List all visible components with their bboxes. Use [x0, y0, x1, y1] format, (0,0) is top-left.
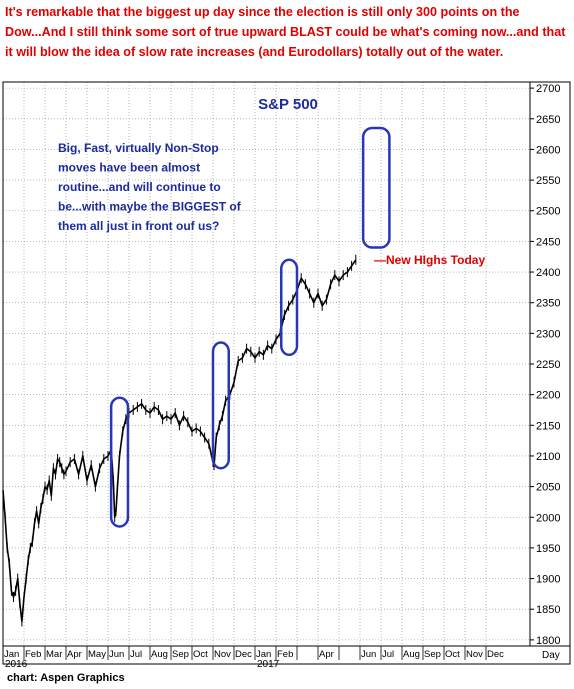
- x-month-label: Mar: [46, 649, 62, 660]
- chart-title: S&P 500: [258, 96, 318, 113]
- commentary-line: them all just in front ouf us?: [58, 219, 219, 233]
- x-year-label: 2017: [257, 659, 280, 670]
- x-month-label: Aug: [403, 649, 420, 660]
- x-month-label: Feb: [277, 649, 293, 660]
- y-tick-label: 2450: [536, 236, 560, 248]
- y-tick-label: 2500: [536, 206, 560, 218]
- x-month-label: Jun: [109, 649, 124, 660]
- y-tick-label: 1950: [536, 543, 560, 555]
- highlight-box: [280, 258, 299, 357]
- x-month-label: Jun: [361, 649, 376, 660]
- y-tick-label: 2650: [536, 114, 560, 126]
- y-tick-label: 2150: [536, 420, 560, 432]
- x-month-label: Oct: [193, 649, 208, 660]
- price-series: [2, 254, 357, 627]
- x-month-label: Aug: [151, 649, 168, 660]
- x-month-label: Jan: [4, 649, 19, 660]
- x-month-label: May: [88, 649, 106, 660]
- x-month-label: Jul: [382, 649, 394, 660]
- chart-credit: chart: Aspen Graphics: [7, 672, 125, 684]
- y-tick-label: 2200: [536, 390, 560, 402]
- highlight-box: [211, 341, 230, 470]
- x-month-label: Nov: [466, 649, 483, 660]
- x-axis-ticks: Jan Feb Mar Apr May Jun Jul Aug Sep Oct Nov Dec Jan F…: [2, 646, 504, 670]
- new-highs-callout: —New HIghs Today: [374, 253, 485, 267]
- y-tick-label: 2300: [536, 328, 560, 340]
- y-tick-label: 2250: [536, 359, 560, 371]
- x-month-label: Oct: [445, 649, 460, 660]
- x-month-label: Dec: [487, 649, 504, 660]
- y-tick-label: 1850: [536, 604, 560, 616]
- y-tick-label: 1900: [536, 574, 560, 586]
- commentary-note: Big, Fast, virtually Non-Stop moves have …: [58, 141, 485, 267]
- y-tick-label: 1800: [536, 635, 560, 647]
- x-month-label: Sep: [172, 649, 189, 660]
- plot-frame: [2, 81, 571, 665]
- commentary-line: routine...and will continue to: [58, 180, 221, 194]
- x-month-label: Feb: [25, 649, 41, 660]
- x-month-label: Nov: [214, 649, 231, 660]
- y-axis-ticks: 1800 1850 1900 1950 2000 2050 2100 2150 2200 2250…: [530, 83, 560, 647]
- price-line: [2, 259, 357, 623]
- x-month-label: Apr: [319, 649, 334, 660]
- x-month-label: Jan: [256, 649, 271, 660]
- x-month-label: Jul: [130, 649, 142, 660]
- commentary-line: moves have been almost: [58, 161, 200, 175]
- commentary-line: Big, Fast, virtually Non-Stop: [58, 141, 219, 155]
- y-tick-label: 2550: [536, 175, 560, 187]
- x-month-label: Dec: [235, 649, 252, 660]
- x-month-label: Sep: [424, 649, 441, 660]
- x-unit-label: Day: [542, 650, 560, 661]
- y-tick-label: 2000: [536, 512, 560, 524]
- y-tick-label: 2700: [536, 83, 560, 95]
- x-year-label: 2016: [5, 659, 28, 670]
- y-tick-label: 2600: [536, 144, 560, 156]
- highlight-box: [109, 396, 130, 528]
- chart-headline: It's remarkable that the biggest up day …: [5, 5, 566, 59]
- y-tick-label: 2100: [536, 451, 560, 463]
- y-tick-label: 2350: [536, 298, 560, 310]
- y-tick-label: 2050: [536, 482, 560, 494]
- commentary-line: be...with maybe the BIGGEST of: [58, 200, 242, 214]
- x-month-label: Apr: [67, 649, 82, 660]
- grid-lines: [3, 82, 531, 646]
- highlight-box: [361, 126, 391, 249]
- highlight-boxes: [109, 126, 391, 528]
- y-tick-label: 2400: [536, 267, 560, 279]
